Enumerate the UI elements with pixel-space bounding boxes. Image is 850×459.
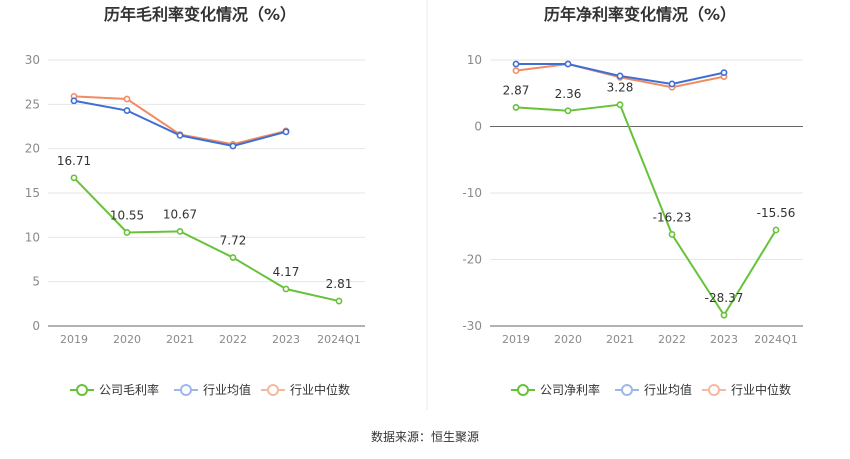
legend-marker-median xyxy=(267,384,279,396)
data-point-median xyxy=(123,95,131,103)
data-point-avg xyxy=(512,60,520,68)
data-point-company xyxy=(70,174,78,182)
data-source-footer: 数据来源：恒生聚源 xyxy=(370,430,479,444)
data-label: 10.67 xyxy=(163,207,197,221)
data-label: -28.37 xyxy=(705,291,744,305)
y-tick-label: 25 xyxy=(25,97,40,111)
x-tick-label: 2024Q1 xyxy=(754,333,798,346)
y-tick-label: 0 xyxy=(474,120,482,134)
data-point-avg xyxy=(123,107,131,114)
legend-label-median: 行业中位数 xyxy=(731,382,791,397)
data-label: 2.87 xyxy=(503,83,530,97)
x-tick-label: 2022 xyxy=(219,333,247,346)
data-point-company xyxy=(772,226,780,234)
data-point-company xyxy=(720,311,728,319)
y-tick-label: -20 xyxy=(462,253,482,267)
legend-label-company: 公司净利率 xyxy=(540,382,600,397)
y-tick-label: 10 xyxy=(467,53,482,67)
data-point-avg xyxy=(720,69,728,77)
x-tick-label: 2020 xyxy=(113,333,141,346)
y-tick-label: 15 xyxy=(25,186,40,200)
data-label: 2.36 xyxy=(555,87,582,101)
x-tick-label: 2023 xyxy=(710,333,738,346)
x-tick-label: 2021 xyxy=(166,333,194,346)
legend-label-avg: 行业均值 xyxy=(644,382,692,397)
data-point-company xyxy=(229,254,237,261)
data-point-company xyxy=(282,285,290,293)
x-tick-label: 2021 xyxy=(606,333,634,346)
legend-label-median: 行业中位数 xyxy=(290,382,350,397)
legend-marker-avg xyxy=(621,384,633,396)
data-point-median xyxy=(512,67,520,75)
y-tick-label: -30 xyxy=(462,319,482,333)
data-point-avg xyxy=(668,80,676,88)
legend-marker-median xyxy=(708,384,720,396)
series-line-company xyxy=(515,103,777,318)
data-point-company xyxy=(123,229,131,236)
data-label: -16.23 xyxy=(653,210,692,224)
data-label: 10.55 xyxy=(110,208,144,222)
legend-marker-company xyxy=(517,384,529,396)
data-point-company xyxy=(668,231,676,238)
series-line-company xyxy=(73,177,340,303)
data-point-avg xyxy=(616,72,624,80)
data-label: 3.28 xyxy=(607,81,634,95)
net-margin-chart: 历年净利率变化情况（%） -30 -20 -10 0 10 2019 2020 2021 2022… xyxy=(462,5,803,397)
y-tick-label: -10 xyxy=(462,186,482,200)
x-tick-label: 2020 xyxy=(554,333,582,346)
data-label: 7.72 xyxy=(220,234,247,248)
y-tick-label: 10 xyxy=(25,230,40,244)
data-label: 2.81 xyxy=(326,277,353,291)
data-point-avg xyxy=(282,128,290,136)
data-point-company xyxy=(512,104,520,111)
y-tick-label: 5 xyxy=(32,275,40,289)
data-point-company xyxy=(564,107,572,115)
x-tick-label: 2023 xyxy=(272,333,300,346)
x-tick-label: 2024Q1 xyxy=(317,333,361,346)
data-point-avg xyxy=(229,142,237,150)
legend-marker-company xyxy=(76,384,88,396)
gross-legend: 公司毛利率 行业均值 行业中位数 xyxy=(70,382,350,397)
net-chart-title: 历年净利率变化情况（%） xyxy=(544,5,736,24)
data-label: 4.17 xyxy=(273,265,300,279)
data-point-company xyxy=(335,297,343,305)
gross-chart-title: 历年毛利率变化情况（%） xyxy=(104,5,296,24)
x-tick-label: 2019 xyxy=(60,333,88,346)
x-tick-label: 2019 xyxy=(502,333,530,346)
data-point-company xyxy=(616,101,624,109)
y-tick-label: 0 xyxy=(32,319,40,333)
data-point-avg xyxy=(176,131,184,139)
legend-label-company: 公司毛利率 xyxy=(99,382,159,397)
data-label: 16.71 xyxy=(57,154,91,168)
y-tick-label: 30 xyxy=(25,53,40,67)
net-legend: 公司净利率 行业均值 行业中位数 xyxy=(511,382,791,397)
legend-label-avg: 行业均值 xyxy=(203,382,251,397)
legend-marker-avg xyxy=(180,384,192,396)
data-point-avg xyxy=(564,60,572,68)
data-point-avg xyxy=(70,97,78,105)
y-tick-label: 20 xyxy=(25,142,40,156)
x-tick-label: 2022 xyxy=(658,333,686,346)
data-label: -15.56 xyxy=(757,206,796,220)
data-point-company xyxy=(176,227,184,235)
gross-margin-chart: 历年毛利率变化情况（%） 0 5 10 15 20 25 30 2019 2020 2021 2022… xyxy=(25,5,365,397)
